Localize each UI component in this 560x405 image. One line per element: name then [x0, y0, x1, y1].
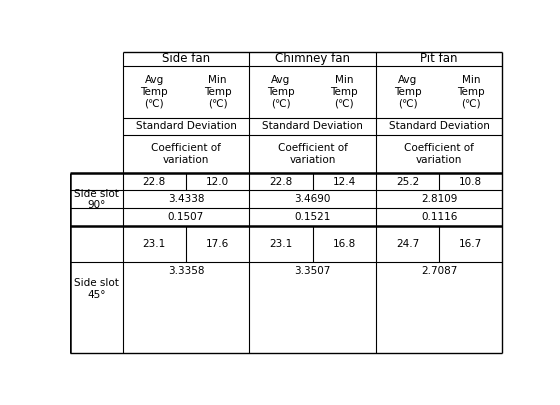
Text: Min
Temp
(℃): Min Temp (℃): [457, 75, 484, 108]
Text: 23.1: 23.1: [269, 239, 292, 249]
Text: 23.1: 23.1: [143, 239, 166, 249]
Text: 2.8109: 2.8109: [421, 194, 458, 204]
Text: Coefficient of
variation: Coefficient of variation: [278, 143, 348, 165]
Text: Avg
Temp
(℃): Avg Temp (℃): [267, 75, 295, 108]
Text: 24.7: 24.7: [396, 239, 419, 249]
Text: 16.8: 16.8: [333, 239, 356, 249]
Text: 0.1507: 0.1507: [168, 212, 204, 222]
Text: Coefficient of
variation: Coefficient of variation: [151, 143, 221, 165]
Text: Pit fan: Pit fan: [421, 52, 458, 65]
Text: 10.8: 10.8: [459, 177, 482, 187]
Text: Avg
Temp
(℃): Avg Temp (℃): [141, 75, 168, 108]
Text: 0.1116: 0.1116: [421, 212, 458, 222]
Text: 12.4: 12.4: [333, 177, 356, 187]
Text: 3.3358: 3.3358: [168, 266, 204, 276]
Text: Side slot
45°: Side slot 45°: [74, 278, 119, 300]
Text: 22.8: 22.8: [143, 177, 166, 187]
Text: 16.7: 16.7: [459, 239, 482, 249]
Text: Chimney fan: Chimney fan: [275, 52, 350, 65]
Text: Side fan: Side fan: [162, 52, 210, 65]
Text: 25.2: 25.2: [396, 177, 419, 187]
Text: 2.7087: 2.7087: [421, 266, 458, 276]
Text: Side slot
90°: Side slot 90°: [74, 189, 119, 210]
Text: Min
Temp
(℃): Min Temp (℃): [330, 75, 358, 108]
Text: 3.4338: 3.4338: [168, 194, 204, 204]
Text: Avg
Temp
(℃): Avg Temp (℃): [394, 75, 421, 108]
Text: 0.1521: 0.1521: [295, 212, 331, 222]
Text: 3.3507: 3.3507: [295, 266, 331, 276]
Text: Standard Deviation: Standard Deviation: [136, 122, 236, 131]
Text: Min
Temp
(℃): Min Temp (℃): [204, 75, 231, 108]
Text: 12.0: 12.0: [206, 177, 229, 187]
Text: 17.6: 17.6: [206, 239, 229, 249]
Text: Standard Deviation: Standard Deviation: [389, 122, 489, 131]
Text: 22.8: 22.8: [269, 177, 292, 187]
Text: 3.4690: 3.4690: [295, 194, 331, 204]
Text: Coefficient of
variation: Coefficient of variation: [404, 143, 474, 165]
Text: Standard Deviation: Standard Deviation: [262, 122, 363, 131]
